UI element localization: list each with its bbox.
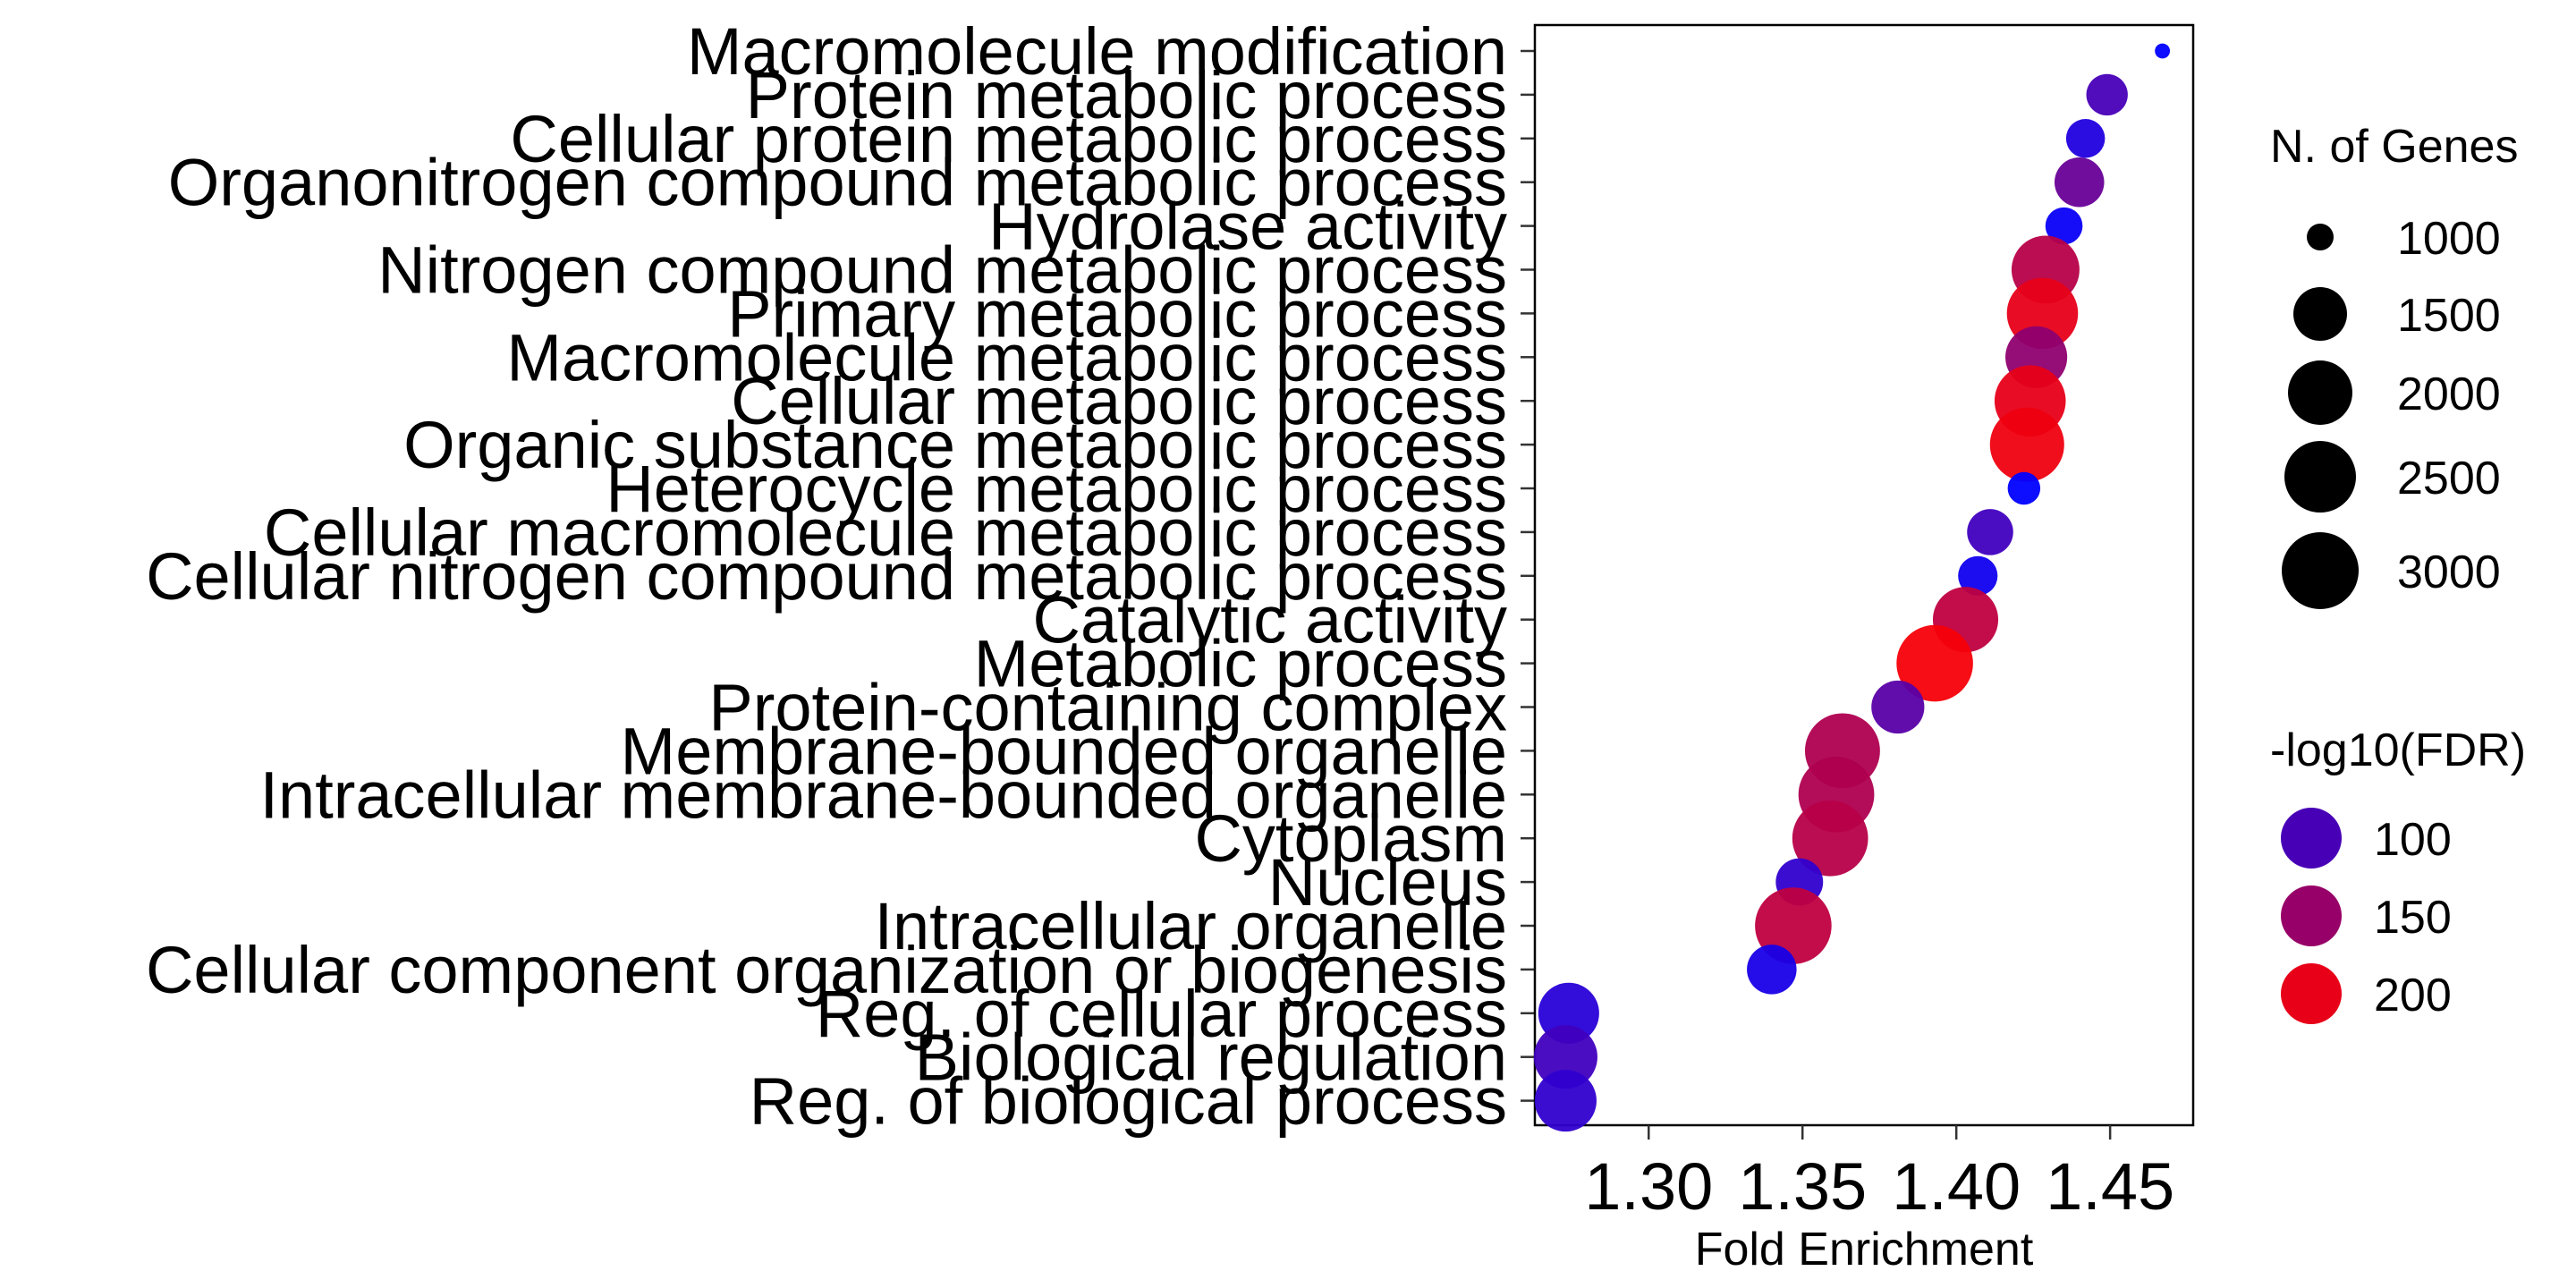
size-legend-key — [2284, 441, 2356, 513]
data-point — [1534, 1070, 1597, 1132]
category-label: Intracellular organelle — [874, 889, 1507, 963]
color-legend-label: 200 — [2374, 970, 2452, 1021]
category-label: Macromolecule metabolic process — [506, 320, 1507, 394]
x-tick-label: 1.30 — [1584, 1149, 1713, 1224]
data-point — [2045, 207, 2083, 245]
category-label: Biological regulation — [915, 1021, 1507, 1095]
x-tick-label: 1.45 — [2046, 1149, 2174, 1224]
data-point — [2065, 119, 2106, 158]
data-point — [1871, 680, 1925, 734]
color-legend-key — [2281, 808, 2342, 869]
data-point — [2155, 43, 2171, 59]
category-label: Nucleus — [1268, 845, 1507, 919]
category-label: Cellular protein metabolic process — [510, 102, 1507, 176]
data-point — [1533, 1025, 1597, 1089]
y-axis-ticks — [1521, 49, 1535, 1102]
data-point — [1967, 509, 2013, 555]
color-legend-label: 150 — [2374, 892, 2452, 944]
x-axis-ticks: 1.30 1.35 1.40 1.45 — [1584, 1125, 2174, 1224]
category-label: Protein-containing complex — [708, 671, 1507, 745]
category-label: Catalytic activity — [1033, 583, 1507, 657]
category-label: Heterocycle metabolic process — [606, 452, 1507, 526]
data-point — [1958, 555, 1998, 596]
x-tick-label: 1.40 — [1892, 1149, 2021, 1224]
category-label: Membrane-bounded organelle — [621, 714, 1507, 788]
data-point — [1896, 624, 1973, 702]
size-legend-key — [2288, 360, 2352, 425]
data-point — [2007, 471, 2041, 505]
category-label: Protein metabolic process — [746, 58, 1507, 132]
category-label: Intracellular membrane-bounded organelle — [259, 758, 1507, 832]
size-legend-label: 3000 — [2397, 547, 2501, 598]
category-label: Nitrogen compound metabolic process — [377, 233, 1507, 308]
category-label: Reg. of biological process — [750, 1064, 1507, 1139]
size-legend-label: 1000 — [2397, 213, 2501, 265]
x-axis-title: Fold Enrichment — [1695, 1224, 2034, 1275]
category-label: Metabolic process — [974, 627, 1507, 701]
category-label: Reg. of cellular process — [816, 977, 1507, 1051]
color-legend-label: 100 — [2374, 814, 2452, 866]
size-legend-key — [2282, 532, 2359, 609]
size-legend-label: 2000 — [2397, 369, 2501, 420]
color-legend-key — [2281, 963, 2342, 1024]
category-label: Primary metabolic process — [727, 276, 1507, 351]
size-legend-label: 2500 — [2397, 453, 2501, 504]
data-point — [2086, 73, 2128, 116]
data-points — [1533, 43, 2171, 1132]
data-point — [1792, 800, 1868, 877]
data-point — [1747, 945, 1797, 995]
size-legend-key — [2307, 224, 2334, 250]
category-label: Cellular macromolecule metabolic process — [264, 496, 1507, 570]
color-legend: -log10(FDR) 100 150 200 — [2270, 724, 2526, 1024]
category-label: Cellular metabolic process — [731, 364, 1507, 438]
category-label: Cytoplasm — [1194, 801, 1507, 876]
color-legend-title: -log10(FDR) — [2270, 724, 2526, 776]
size-legend-title: N. of Genes — [2270, 121, 2518, 173]
data-point — [1989, 407, 2064, 482]
category-label: Organonitrogen compound metabolic proces… — [168, 146, 1507, 220]
plot-panel — [1533, 23, 2195, 1127]
color-legend-key — [2281, 886, 2342, 946]
category-label: Macromolecule modification — [687, 14, 1507, 89]
category-label: Hydrolase activity — [988, 190, 1507, 264]
x-tick-label: 1.35 — [1738, 1149, 1867, 1224]
size-legend-key — [2293, 287, 2347, 341]
data-point — [2054, 157, 2105, 208]
category-label: Cellular component organization or bioge… — [146, 933, 1507, 1007]
size-legend: N. of Genes 1000 1500 2000 2500 3000 — [2270, 121, 2518, 609]
category-label: Organic substance metabolic process — [403, 408, 1507, 482]
category-label: Cellular nitrogen compound metabolic pro… — [146, 539, 1507, 614]
size-legend-label: 1500 — [2397, 290, 2501, 342]
